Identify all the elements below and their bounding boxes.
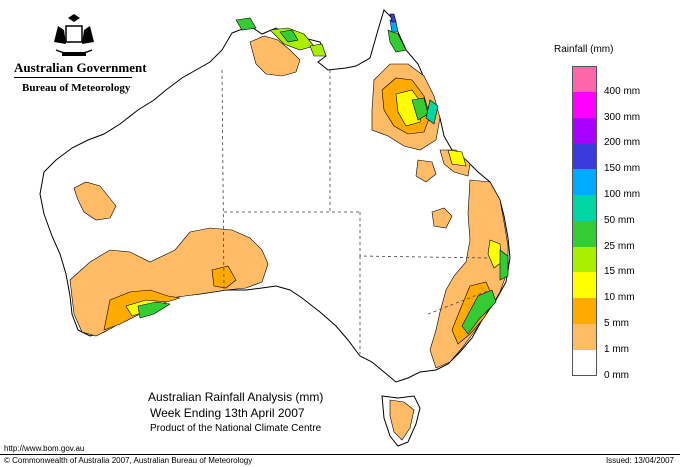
legend-swatch — [572, 91, 597, 118]
legend-swatch — [572, 349, 597, 376]
legend-swatch — [572, 272, 597, 299]
logo-divider — [14, 77, 132, 78]
legend-label: 100 mm — [604, 188, 641, 200]
legend-title: Rainfall (mm) — [554, 44, 614, 55]
coat-of-arms-icon — [54, 14, 94, 56]
issued-date: Issued: 13/04/2007 — [605, 456, 674, 465]
organisation-name: Australian Government — [14, 60, 147, 75]
legend-label: 1 mm — [604, 343, 629, 355]
legend-label: 400 mm — [604, 85, 641, 97]
legend-row: 400 mm — [572, 86, 672, 118]
legend-swatch — [572, 194, 597, 221]
rainfall-map — [39, 9, 511, 447]
legend-label: 25 mm — [604, 240, 635, 252]
legend-label: 150 mm — [604, 163, 641, 175]
government-logo: Australian Government Bureau of Meteorol… — [8, 8, 147, 98]
legend-swatch — [572, 143, 597, 170]
legend-label: 15 mm — [604, 266, 635, 278]
legend-row: 1 mm — [572, 344, 672, 376]
legend-label: 0 mm — [604, 369, 629, 381]
legend-swatch — [572, 323, 597, 350]
state-borders — [221, 69, 491, 354]
bureau-name: Bureau of Meteorology — [22, 82, 131, 94]
legend-swatch — [572, 246, 597, 273]
legend-row: 50 mm — [572, 215, 672, 247]
legend-label: 200 mm — [604, 137, 641, 149]
legend-swatch — [572, 117, 597, 144]
footer-divider — [0, 454, 680, 455]
legend-label: 50 mm — [604, 214, 635, 226]
rainfall-legend: 400 mm 300 mm 200 mm 150 mm 100 mm 50 mm 25 mm… — [572, 66, 672, 401]
legend-swatch — [572, 169, 597, 195]
legend-label: 10 mm — [604, 292, 635, 304]
legend-label: 300 mm — [604, 111, 641, 123]
rain-15-50mm-areas — [137, 13, 509, 335]
legend-swatch — [572, 298, 597, 324]
map-title: Australian Rainfall Analysis (mm) — [148, 390, 324, 404]
map-subtitle: Week Ending 13th April 2007 — [150, 406, 305, 420]
legend-swatch — [572, 220, 597, 247]
copyright-notice: © Commonwealth of Australia 2007, Austra… — [4, 456, 253, 465]
legend-row: 0 mm — [572, 370, 672, 402]
source-url[interactable]: http://www.bom.gov.au — [4, 444, 85, 453]
legend-label: 5 mm — [604, 317, 629, 329]
legend-swatch — [572, 66, 597, 92]
map-credit: Product of the National Climate Centre — [150, 423, 322, 434]
